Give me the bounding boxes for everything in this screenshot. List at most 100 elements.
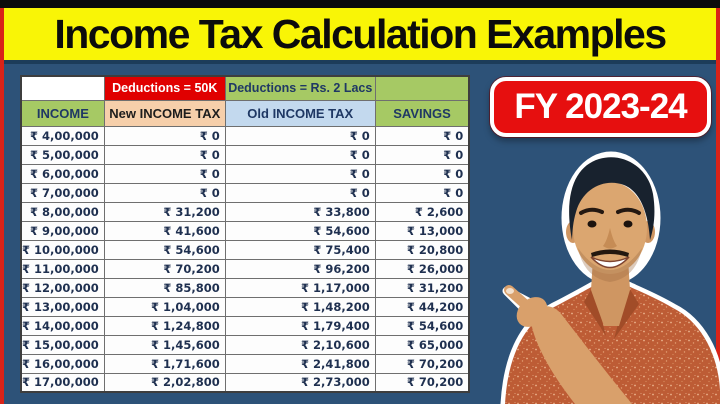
cell-old-tax: ₹ 2,10,600 [224,334,376,355]
hair [569,157,655,240]
eye-left [587,220,597,228]
table-row: ₹ 7,00,000 ₹ 0 ₹ 0 ₹ 0 [20,182,470,203]
deductions-header-row: Deductions = 50K Deductions = Rs. 2 Lacs [20,75,470,101]
cell-income: ₹ 14,00,000 [20,315,105,336]
cell-savings: ₹ 0 [374,125,470,146]
table-row: ₹ 12,00,000 ₹ 85,800 ₹ 1,17,000 ₹ 31,200 [20,277,470,298]
cell-new-tax: ₹ 0 [103,125,226,146]
table: Deductions = 50K Deductions = Rs. 2 Lacs… [20,75,471,393]
column-header-old-tax: Old INCOME TAX [224,99,376,127]
mustache [591,249,629,257]
cell-new-tax: ₹ 85,800 [103,277,226,298]
column-header-new-tax: New INCOME TAX [103,99,226,127]
cell-income: ₹ 4,00,000 [20,125,105,146]
table-body: ₹ 4,00,000 ₹ 0 ₹ 0 ₹ 0 ₹ 5,00,000 ₹ 0 ₹ 0 ₹ 0 ₹ … [20,125,470,393]
cell-savings: ₹ 13,000 [374,220,470,241]
cell-income: ₹ 12,00,000 [20,277,105,298]
cell-savings: ₹ 0 [374,182,470,203]
top-border-strip [0,0,720,8]
fy-badge-label: FY 2023-24 [514,87,687,126]
cell-new-tax: ₹ 31,200 [103,201,226,222]
column-header-row: INCOME New INCOME TAX Old INCOME TAX SAV… [20,99,470,127]
cell-income: ₹ 10,00,000 [20,239,105,260]
column-header-income: INCOME [20,99,105,127]
pointing-hand-icon [504,285,632,404]
right-border-strip [716,8,720,404]
cell-savings: ₹ 2,600 [374,201,470,222]
presenter-photo [480,140,720,404]
cell-old-tax: ₹ 0 [224,163,376,184]
cell-savings: ₹ 0 [374,163,470,184]
cell-income: ₹ 7,00,000 [20,182,105,203]
presenter-illustration [500,151,720,404]
cell-income: ₹ 17,00,000 [20,372,105,393]
face [566,157,655,282]
cell-old-tax: ₹ 33,800 [224,201,376,222]
cell-new-tax: ₹ 54,600 [103,239,226,260]
table-row: ₹ 5,00,000 ₹ 0 ₹ 0 ₹ 0 [20,144,470,165]
tax-comparison-table: Deductions = 50K Deductions = Rs. 2 Lacs… [20,75,471,393]
cell-savings: ₹ 20,800 [374,239,470,260]
cell-old-tax: ₹ 2,41,800 [224,353,376,374]
column-header-savings: SAVINGS [374,99,470,127]
table-row: ₹ 11,00,000 ₹ 70,200 ₹ 96,200 ₹ 26,000 [20,258,470,279]
cell-new-tax: ₹ 1,24,800 [103,315,226,336]
beard-stubble [578,248,642,282]
left-border-strip [0,8,4,404]
cell-old-tax: ₹ 2,73,000 [224,372,376,393]
cell-new-tax: ₹ 1,04,000 [103,296,226,317]
table-row: ₹ 6,00,000 ₹ 0 ₹ 0 ₹ 0 [20,163,470,184]
collar-right [614,286,639,339]
neck [591,258,630,326]
cell-income: ₹ 5,00,000 [20,144,105,165]
cell-savings: ₹ 70,200 [374,372,470,393]
cell-new-tax: ₹ 0 [103,182,226,203]
cell-income: ₹ 11,00,000 [20,258,105,279]
cell-old-tax: ₹ 96,200 [224,258,376,279]
fy-badge: FY 2023-24 [490,77,711,137]
table-row: ₹ 13,00,000 ₹ 1,04,000 ₹ 1,48,200 ₹ 44,200 [20,296,470,317]
blank-header-cell [20,75,105,101]
cell-income: ₹ 15,00,000 [20,334,105,355]
cell-new-tax: ₹ 70,200 [103,258,226,279]
fingertip-highlight [506,288,514,294]
eyebrow-left [579,207,604,215]
table-row: ₹ 8,00,000 ₹ 31,200 ₹ 33,800 ₹ 2,600 [20,201,470,222]
cell-income: ₹ 6,00,000 [20,163,105,184]
smile [590,256,630,269]
eyebrow-right [616,207,641,215]
cell-savings: ₹ 0 [374,144,470,165]
eye-right [623,220,633,228]
table-row: ₹ 4,00,000 ₹ 0 ₹ 0 ₹ 0 [20,125,470,146]
cell-old-tax: ₹ 0 [224,182,376,203]
cell-old-tax: ₹ 75,400 [224,239,376,260]
cell-old-tax: ₹ 1,79,400 [224,315,376,336]
cell-income: ₹ 13,00,000 [20,296,105,317]
cell-old-tax: ₹ 0 [224,144,376,165]
cell-old-tax: ₹ 1,17,000 [224,277,376,298]
cell-new-tax: ₹ 0 [103,144,226,165]
cell-savings: ₹ 54,600 [374,315,470,336]
table-row: ₹ 10,00,000 ₹ 54,600 ₹ 75,400 ₹ 20,800 [20,239,470,260]
cell-savings: ₹ 26,000 [374,258,470,279]
cell-new-tax: ₹ 1,71,600 [103,353,226,374]
cell-new-tax: ₹ 0 [103,163,226,184]
cell-savings: ₹ 65,000 [374,334,470,355]
collar-left [584,286,606,336]
cell-income: ₹ 8,00,000 [20,201,105,222]
cell-savings: ₹ 44,200 [374,296,470,317]
table-row: ₹ 17,00,000 ₹ 2,02,800 ₹ 2,73,000 ₹ 70,200 [20,372,470,393]
table-row: ₹ 16,00,000 ₹ 1,71,600 ₹ 2,41,800 ₹ 70,200 [20,353,470,374]
nose [603,228,617,249]
cell-old-tax: ₹ 1,48,200 [224,296,376,317]
table-row: ₹ 15,00,000 ₹ 1,45,600 ₹ 2,10,600 ₹ 65,000 [20,334,470,355]
title-banner: Income Tax Calculation Examples [4,8,716,64]
cell-old-tax: ₹ 54,600 [224,220,376,241]
new-regime-deduction-header: Deductions = 50K [103,75,226,101]
table-row: ₹ 14,00,000 ₹ 1,24,800 ₹ 1,79,400 ₹ 54,600 [20,315,470,336]
table-row: ₹ 9,00,000 ₹ 41,600 ₹ 54,600 ₹ 13,000 [20,220,470,241]
cell-savings: ₹ 31,200 [374,277,470,298]
cell-new-tax: ₹ 2,02,800 [103,372,226,393]
cell-savings: ₹ 70,200 [374,353,470,374]
